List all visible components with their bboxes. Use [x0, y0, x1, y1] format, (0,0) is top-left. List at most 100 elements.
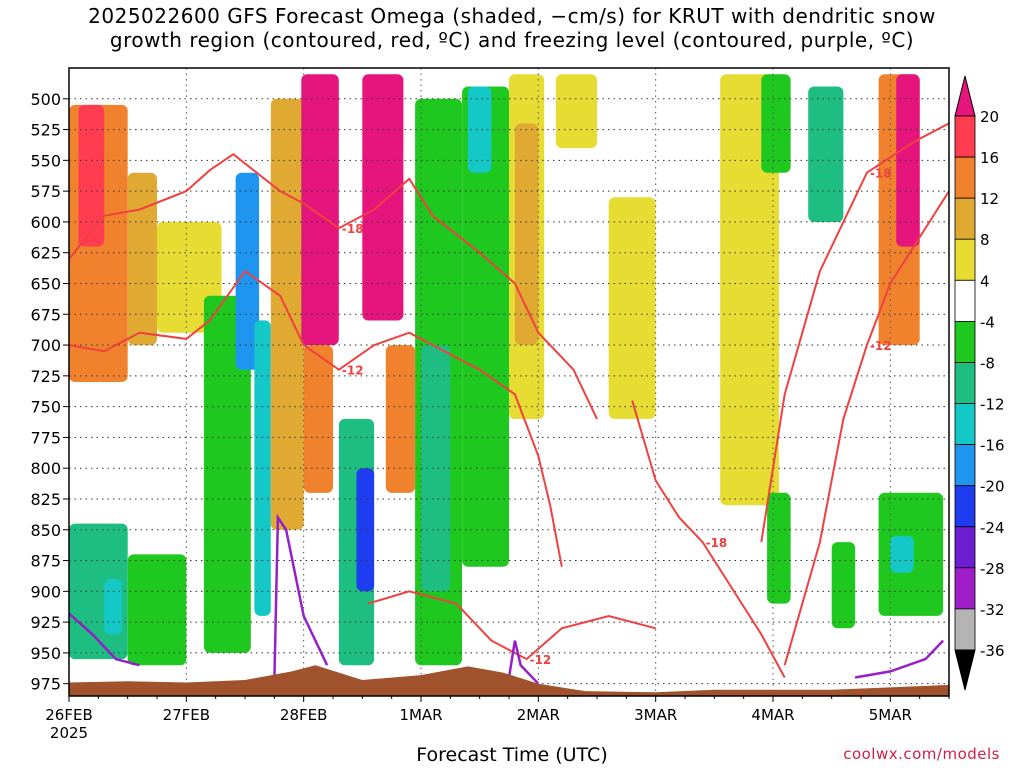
omega-region-19 [462, 86, 509, 567]
x-tick-year: 2025 [50, 724, 88, 742]
x-tick-label-5: 3MAR [634, 706, 677, 724]
colorbar-bin-10 [954, 526, 976, 569]
y-tick-label-8: 700 [30, 336, 61, 355]
colorbar-top-arrow [954, 75, 976, 117]
y-tick-label-13: 825 [30, 490, 61, 509]
omega-region-26 [761, 74, 791, 173]
omega-region-16 [385, 345, 416, 493]
omega-region-22 [514, 123, 539, 346]
colorbar-bin-12 [954, 608, 976, 651]
y-tick-label-14: 850 [30, 521, 61, 540]
omega-shading [69, 74, 944, 666]
omega-region-24 [608, 197, 656, 419]
dgz-contour-0 [69, 152, 598, 420]
colorbar-label-4: 4 [980, 272, 990, 290]
omega-region-6 [127, 554, 187, 666]
y-tick-label-3: 575 [30, 182, 61, 201]
y-tick-label-16: 900 [30, 582, 61, 601]
y-tick-label-5: 625 [30, 244, 61, 263]
y-tick-label-19: 975 [30, 675, 61, 694]
dgz-contour-5 [783, 190, 949, 666]
omega-region-15 [362, 74, 404, 321]
omega-region-28 [808, 86, 844, 222]
freezing-level-contour-1 [273, 513, 329, 684]
omega-region-31 [896, 74, 920, 247]
colorbar-label-2: 12 [980, 190, 999, 208]
x-axis: 26FEB 27FEB 28FEB 1MAR 2MAR 3MAR 4MAR 5MAR 2025 [45, 696, 950, 742]
colorbar-label-13: -36 [980, 642, 1005, 660]
x-tick-label-0: 26FEB [45, 706, 92, 724]
y-tick-label-9: 725 [30, 367, 61, 386]
omega-region-27 [767, 492, 791, 604]
dgz-contour-label-0: -18 [342, 222, 364, 236]
dgz-contour-label-1: -12 [342, 364, 364, 378]
colorbar-bin-3 [954, 238, 976, 281]
omega-region-20 [467, 86, 492, 173]
colorbar-label-10: -24 [980, 519, 1005, 537]
freezing-level-contour-0 [69, 612, 140, 667]
credit-text: coolwx.com/models [843, 745, 1000, 763]
x-tick-label-1: 27FEB [163, 706, 210, 724]
colorbar-label-7: -12 [980, 396, 1005, 414]
dgz-contour-label-3: -18 [706, 536, 728, 550]
dgz-contours: -18 -12 -12 -18 -18 -12 [69, 122, 949, 678]
dgz-contour-label-4: -18 [870, 167, 892, 181]
omega-region-33 [890, 535, 914, 573]
colorbar: 20 16 12 8 4 -4 -8 -12 -16 -20 -24 -28 -32 -36 [954, 75, 1005, 691]
omega-region-11 [301, 74, 339, 346]
x-tick-label-7: 5MAR [869, 706, 912, 724]
colorbar-label-8: -16 [980, 437, 1005, 455]
dgz-contour-1 [69, 269, 563, 567]
freezing-level-contour-2 [507, 640, 540, 685]
colorbar-bottom-arrow [954, 649, 976, 691]
omega-region-2 [127, 172, 157, 346]
colorbar-bin-7 [954, 403, 976, 445]
terrain [69, 665, 949, 696]
y-tick-label-10: 750 [30, 398, 61, 417]
x-tick-label-4: 2MAR [517, 706, 560, 724]
y-tick-label-1: 525 [30, 121, 61, 140]
omega-region-23 [555, 74, 597, 149]
freezing-level-contours [69, 513, 945, 685]
colorbar-label-11: -28 [980, 560, 1005, 578]
chart-title-line-2: growth region (contoured, red, ºC) and f… [109, 28, 915, 52]
dgz-contour-4 [760, 122, 949, 543]
colorbar-label-9: -20 [980, 478, 1005, 496]
colorbar-bin-2 [954, 197, 976, 240]
colorbar-bin-0 [954, 115, 976, 158]
y-tick-label-4: 600 [30, 213, 61, 232]
y-tick-label-6: 650 [30, 274, 61, 293]
colorbar-bin-9 [954, 485, 976, 528]
x-axis-label: Forecast Time (UTC) [416, 744, 608, 766]
colorbar-bin-1 [954, 156, 976, 199]
omega-region-14 [356, 468, 375, 592]
x-tick-label-3: 1MAR [399, 706, 442, 724]
colorbar-label-1: 16 [980, 149, 999, 167]
y-tick-label-18: 950 [30, 644, 61, 663]
omega-region-25 [720, 74, 779, 506]
colorbar-bin-6 [954, 362, 976, 404]
y-tick-label-15: 875 [30, 552, 61, 571]
dgz-contour-3 [631, 400, 786, 678]
y-axis: 500 525 550 575 600 625 650 675 700 725 750 775 800 8… [30, 90, 69, 694]
x-tick-label-6: 4MAR [751, 706, 794, 724]
colorbar-label-3: 8 [980, 231, 990, 249]
y-tick-label-2: 550 [30, 151, 61, 170]
colorbar-label-0: 20 [980, 108, 999, 126]
colorbar-bin-8 [954, 444, 976, 487]
omega-region-18 [421, 345, 451, 592]
dgz-contour-label-5: -12 [870, 339, 892, 353]
omega-region-29 [831, 542, 856, 629]
colorbar-bin-4 [954, 279, 976, 322]
colorbar-label-5: -4 [980, 313, 995, 331]
y-tick-label-7: 675 [30, 305, 61, 324]
y-tick-label-0: 500 [30, 90, 61, 109]
freezing-level-contour-3 [854, 639, 945, 679]
omega-region-10 [270, 98, 304, 530]
omega-region-5 [104, 579, 122, 635]
omega-region-7 [203, 295, 251, 653]
omega-region-8 [235, 172, 260, 370]
dgz-contour-2 [367, 590, 656, 661]
colorbar-bin-11 [954, 567, 976, 610]
